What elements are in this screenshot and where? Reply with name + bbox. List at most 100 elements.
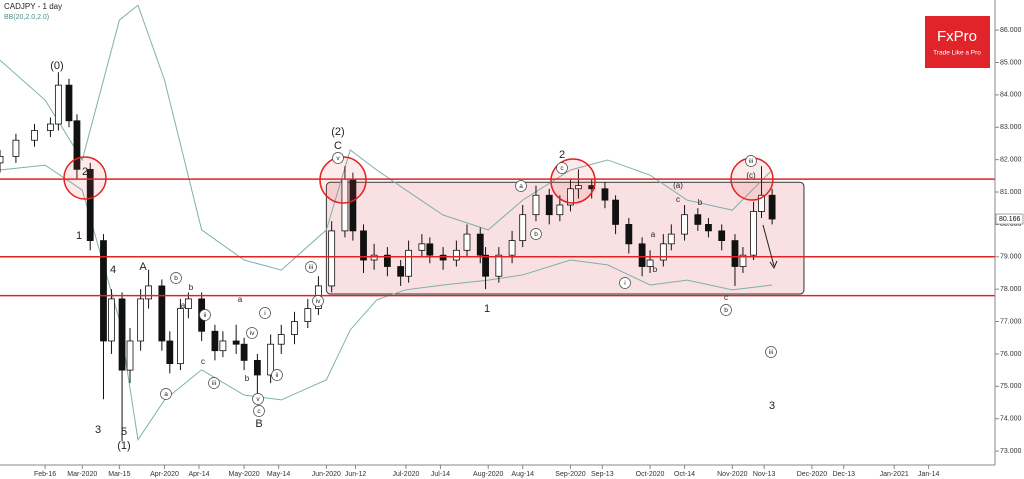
candle-body [681, 214, 688, 235]
highlight-circle [63, 156, 107, 200]
candle-body [532, 194, 540, 216]
band-layer [0, 4, 773, 442]
candle-body [12, 139, 20, 157]
wave-label: v [256, 396, 260, 403]
candle-body [545, 194, 553, 216]
wave-label: a [181, 301, 186, 310]
candle-body [100, 240, 107, 342]
wave-label: 3 [769, 400, 775, 412]
wave-label: c [201, 357, 205, 366]
y-tick-label: 79.000 [1000, 254, 1022, 261]
candle-body [253, 360, 261, 376]
wave-label: 2 [559, 149, 565, 161]
bollinger-lower [0, 164, 773, 442]
y-tick-label: 74.000 [1000, 416, 1022, 423]
wave-label: 4 [110, 264, 116, 276]
candle-body [108, 298, 115, 342]
wave-label: (0) [50, 60, 63, 72]
y-tick-label: 76.000 [1000, 351, 1022, 358]
y-tick-label: 73.000 [1000, 448, 1022, 455]
candle-body [482, 254, 489, 277]
candle-body [612, 199, 619, 225]
wave-label: v [336, 155, 340, 162]
annotation-circle [259, 307, 271, 319]
x-tick-label: Jul-14 [431, 471, 450, 478]
wave-label: iv [250, 330, 255, 337]
candle-body [768, 194, 776, 220]
candle-body [73, 120, 81, 170]
candle-layer [0, 72, 776, 442]
brand-tagline: Trade Like a Pro [933, 50, 981, 57]
candle-body [463, 233, 471, 251]
y-tick-label: 81.000 [1000, 189, 1022, 196]
bollinger-upper [0, 4, 773, 271]
candle-body [567, 188, 574, 206]
x-tick-label: Nov-13 [753, 471, 776, 478]
wave-label: iii [309, 264, 313, 271]
wave-label: 3 [95, 424, 101, 436]
wave-label: 2 [82, 166, 88, 178]
last-price-label: 80.166 [999, 216, 1021, 223]
wave-label: iii [212, 380, 216, 387]
candle-body [418, 243, 426, 251]
candle-body [476, 233, 484, 256]
wave-label: c [560, 165, 564, 172]
x-tick-label: May-2020 [229, 471, 260, 478]
candle-body [439, 254, 447, 261]
candle-body [519, 214, 527, 241]
x-tick-label: Dec-13 [832, 471, 855, 478]
candle-body [383, 254, 391, 267]
annotation-circle [619, 277, 631, 289]
wave-label: iv [316, 298, 321, 305]
x-tick-label: Oct-2020 [636, 471, 665, 478]
candle-body [638, 243, 646, 267]
candle-body [750, 211, 757, 256]
candle-body [370, 254, 378, 261]
annotation-circle [160, 388, 172, 400]
candle-body [705, 224, 712, 232]
candle-body [65, 84, 73, 122]
wave-label: c [724, 293, 728, 302]
annotation-circle [312, 295, 324, 307]
wave-label: b [698, 198, 703, 207]
annotation-circle [253, 405, 265, 417]
candle-body [405, 249, 413, 277]
wave-label: a [519, 183, 523, 190]
x-tick-label: Sep-13 [591, 471, 614, 478]
candle-body [452, 249, 460, 261]
annotation-circle [745, 155, 757, 167]
candle-body [601, 188, 609, 201]
wave-label: (2) [331, 126, 344, 138]
x-tick-label: Aug-14 [511, 471, 534, 478]
wave-label: b [534, 231, 538, 238]
y-tick-label: 80.000 [1000, 221, 1022, 228]
y-tick-label: 75.000 [1000, 383, 1022, 390]
x-tick-label: Mar-15 [108, 471, 130, 478]
axis-layer: 73.000 74.000 75.000 76.000 77.000 78.000 79.0… [34, 27, 1024, 478]
y-tick-label: 86.000 [1000, 27, 1022, 34]
annotation-circle [199, 309, 211, 321]
candle-body [646, 259, 654, 267]
wave-label: A [139, 261, 147, 273]
candle-body [667, 233, 675, 245]
wave-label: iii [749, 158, 753, 165]
wave-label: C [334, 140, 342, 152]
annotation-circle [271, 369, 283, 381]
wave-label: c [676, 195, 680, 204]
annotation-circle [246, 327, 258, 339]
wave-label: 1 [484, 303, 490, 315]
candle-body [31, 130, 38, 141]
candle-body [625, 224, 633, 245]
candle-body [219, 340, 227, 352]
y-tick-label: 78.000 [1000, 286, 1022, 293]
wave-label: ii [204, 312, 207, 319]
candle-body [659, 243, 667, 261]
annotation-circle [305, 261, 317, 273]
candle-body [575, 185, 582, 190]
level-layer [0, 178, 995, 297]
chart-title: CADJPY - 1 day [4, 2, 62, 11]
candle-body [508, 240, 516, 256]
x-tick-label: Jan-14 [918, 471, 940, 478]
annotation-circle [332, 152, 344, 164]
